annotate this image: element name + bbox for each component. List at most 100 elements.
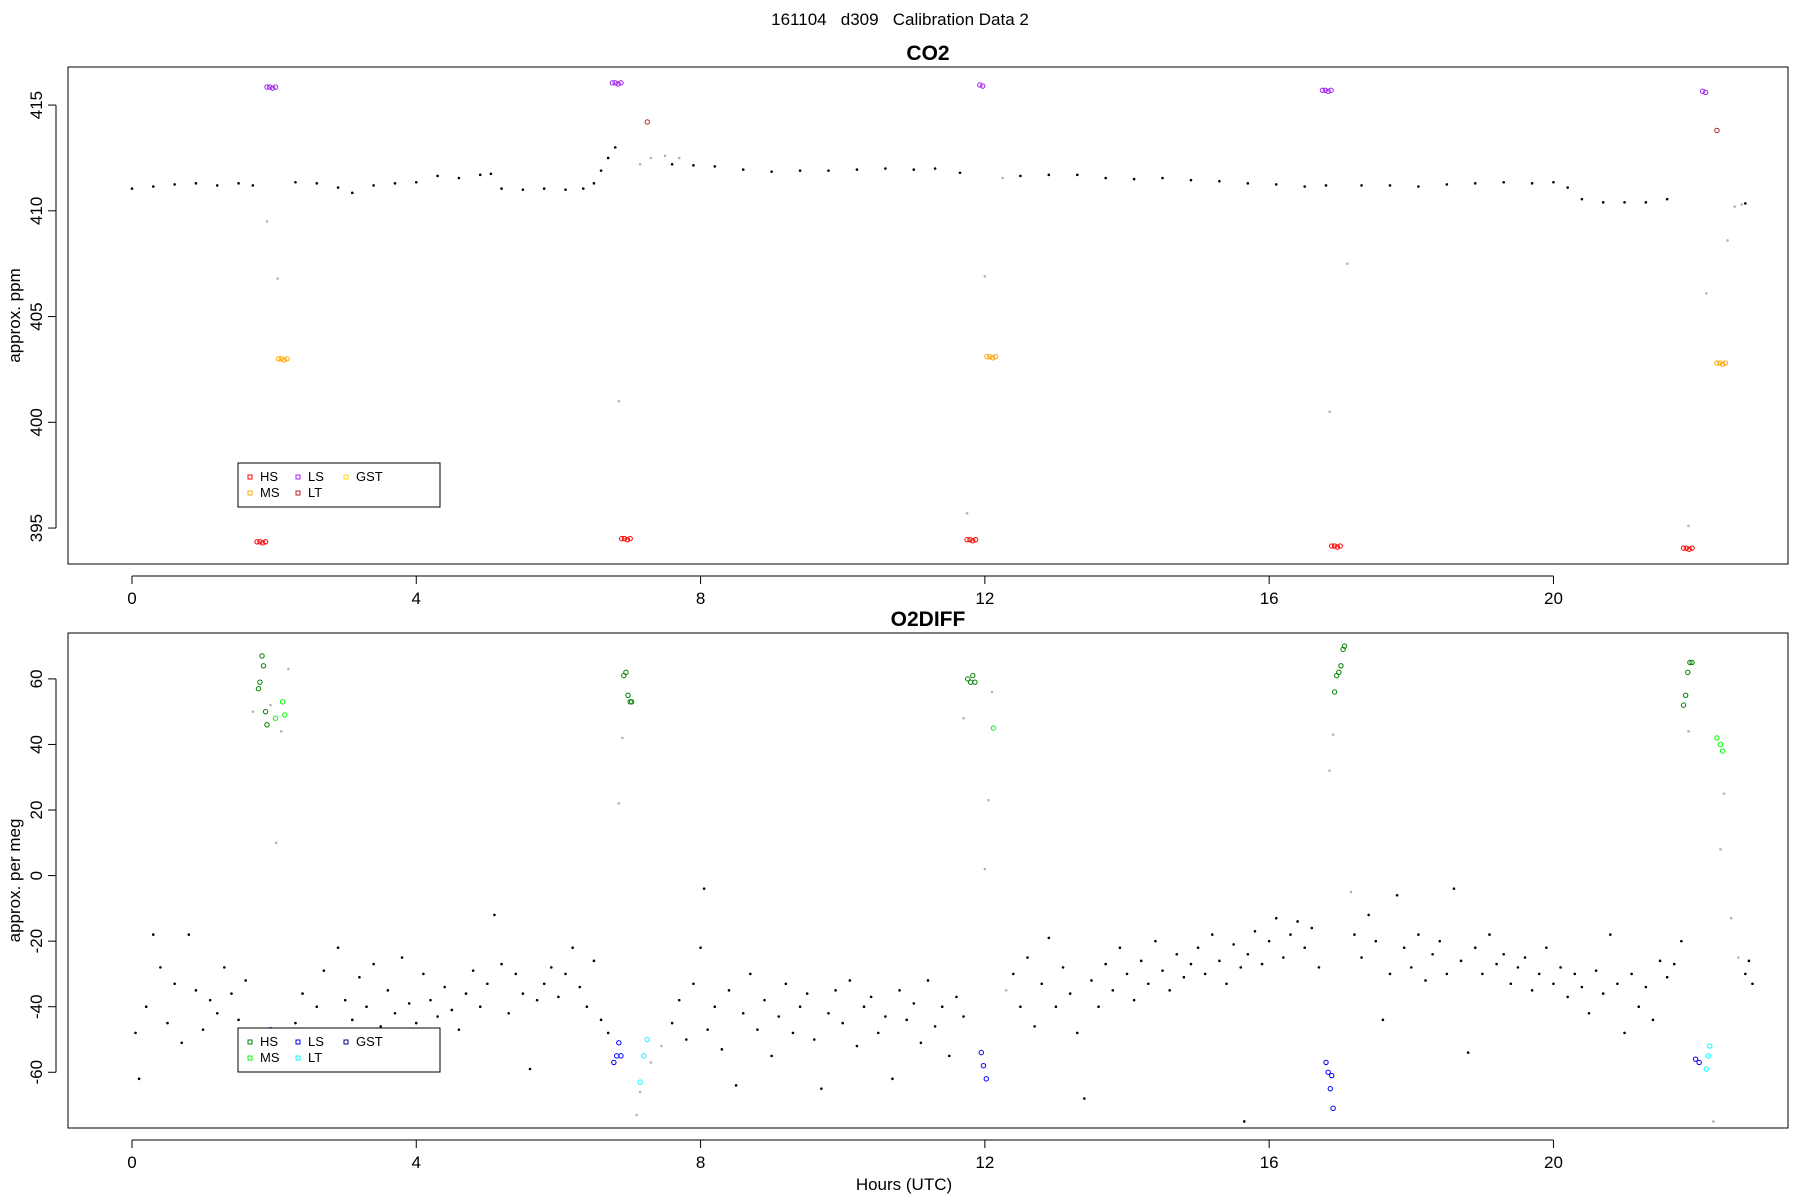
- o2diff-point: [1658, 959, 1662, 963]
- o2diff-point: [1651, 1018, 1655, 1022]
- o2diff-legend-marker-ls: [295, 1039, 301, 1045]
- o2diff-hs-point: [1340, 646, 1346, 653]
- o2diff-point: [777, 1015, 781, 1018]
- o2diff-point: [1410, 966, 1413, 969]
- co2-point: [542, 187, 546, 190]
- o2diff-point: [486, 982, 489, 986]
- o2diff-hs-point: [260, 663, 267, 669]
- co2-hs-point: [257, 539, 263, 545]
- co2-point: [276, 277, 279, 280]
- co2-point: [965, 511, 969, 515]
- o2diff-point: [1232, 943, 1235, 946]
- co2-point: [489, 172, 493, 176]
- co2-point: [958, 171, 962, 175]
- o2diff-point: [372, 962, 375, 966]
- o2diff-point: [1523, 956, 1527, 959]
- o2diff-point: [884, 1015, 887, 1018]
- o2diff-point: [617, 802, 621, 805]
- o2diff-point: [1147, 982, 1150, 986]
- o2diff-point: [834, 989, 837, 992]
- co2-point: [1047, 173, 1051, 177]
- co2-point: [1644, 201, 1648, 204]
- co2-point: [457, 176, 461, 180]
- o2diff-point: [827, 1011, 830, 1015]
- co2-point: [521, 188, 525, 191]
- co2-point: [1218, 179, 1221, 183]
- co2-hs-point: [1331, 543, 1338, 549]
- co2-hs-point: [1329, 543, 1335, 549]
- co2-point: [770, 170, 773, 173]
- o2diff-point: [1545, 946, 1548, 950]
- o2diff-point: [269, 703, 272, 707]
- o2diff-x-tick-label: 0: [127, 1153, 136, 1172]
- co2-point: [692, 164, 695, 167]
- o2diff-point: [1328, 769, 1331, 772]
- co2-point: [1274, 183, 1278, 186]
- co2-legend-label-gst: GST: [356, 469, 383, 484]
- co2-point: [592, 182, 596, 185]
- o2diff-point: [1004, 989, 1008, 992]
- o2diff-x-tick-label: 8: [696, 1153, 705, 1172]
- o2diff-point: [180, 1041, 184, 1045]
- co2-point: [1019, 174, 1022, 178]
- o2diff-point: [1203, 972, 1207, 976]
- co2-point: [500, 187, 503, 190]
- o2diff-point: [1747, 959, 1751, 963]
- o2diff-y-tick-label: -20: [27, 929, 46, 954]
- co2-point: [1324, 184, 1328, 187]
- co2-ls-point: [267, 84, 273, 90]
- o2diff-hs-point: [1680, 702, 1687, 708]
- o2diff-point: [1274, 916, 1278, 920]
- co2-point: [1075, 173, 1079, 177]
- o2diff-y-tick-label: 40: [27, 735, 46, 754]
- o2diff-point: [386, 989, 390, 992]
- o2diff-point: [1587, 1011, 1591, 1015]
- o2diff-point: [919, 1041, 923, 1045]
- o2diff-point: [557, 995, 560, 999]
- o2diff-ls-point: [983, 1076, 989, 1082]
- o2diff-point: [820, 1087, 823, 1090]
- o2diff-legend-marker-ms: [247, 1055, 253, 1061]
- o2diff-point: [507, 1011, 510, 1015]
- co2-point: [1417, 185, 1420, 188]
- o2diff-point: [365, 1005, 368, 1009]
- o2diff-point: [1068, 992, 1072, 995]
- o2diff-lt-point: [1705, 1053, 1712, 1059]
- o2diff-point: [770, 1054, 773, 1058]
- co2-legend-marker-hs: [247, 474, 253, 480]
- o2diff-point: [521, 992, 525, 995]
- o2diff-title: O2DIFF: [891, 608, 966, 631]
- co2-point: [1161, 176, 1164, 180]
- co2-legend-label-ls: LS: [308, 469, 324, 484]
- co2-ms-point: [284, 356, 290, 362]
- o2diff-point: [1637, 1005, 1641, 1009]
- co2-point: [1580, 197, 1584, 201]
- co2-hs-point: [618, 535, 625, 542]
- o2diff-point: [493, 913, 496, 917]
- o2diff-point: [1402, 946, 1406, 950]
- o2diff-point: [1282, 956, 1285, 959]
- o2diff-ls-point: [1696, 1059, 1702, 1066]
- o2diff-point: [1353, 933, 1356, 936]
- o2diff-point: [763, 998, 766, 1002]
- co2-ms-point: [1722, 360, 1729, 366]
- o2diff-point: [1729, 916, 1733, 920]
- o2diff-point: [713, 1005, 717, 1009]
- o2diff-point: [1097, 1005, 1100, 1009]
- o2diff-x-tick-label: 16: [1260, 1153, 1279, 1172]
- o2diff-hs-point: [972, 679, 978, 685]
- o2diff-point: [336, 946, 340, 950]
- o2diff-point: [912, 1002, 916, 1005]
- o2diff-point: [1253, 930, 1257, 933]
- o2diff-ms-point: [1719, 748, 1726, 754]
- co2-point: [436, 174, 439, 178]
- o2diff-point: [173, 982, 176, 986]
- o2diff-point: [1175, 952, 1179, 956]
- o2diff-point: [237, 1018, 240, 1022]
- o2diff-point: [343, 998, 347, 1002]
- o2diff-point: [194, 989, 198, 992]
- o2diff-point: [1225, 982, 1228, 986]
- co2-hs-point: [967, 536, 973, 543]
- o2diff-point: [1488, 933, 1491, 936]
